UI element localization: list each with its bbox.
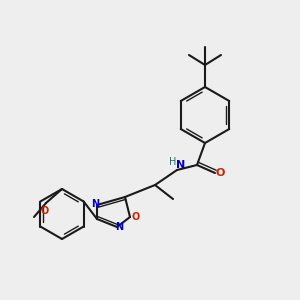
Text: N: N bbox=[176, 160, 186, 170]
Text: O: O bbox=[41, 206, 49, 216]
Text: N: N bbox=[115, 222, 123, 232]
Text: N: N bbox=[91, 199, 99, 209]
Text: H: H bbox=[169, 157, 177, 167]
Text: O: O bbox=[215, 168, 225, 178]
Text: O: O bbox=[132, 212, 140, 222]
